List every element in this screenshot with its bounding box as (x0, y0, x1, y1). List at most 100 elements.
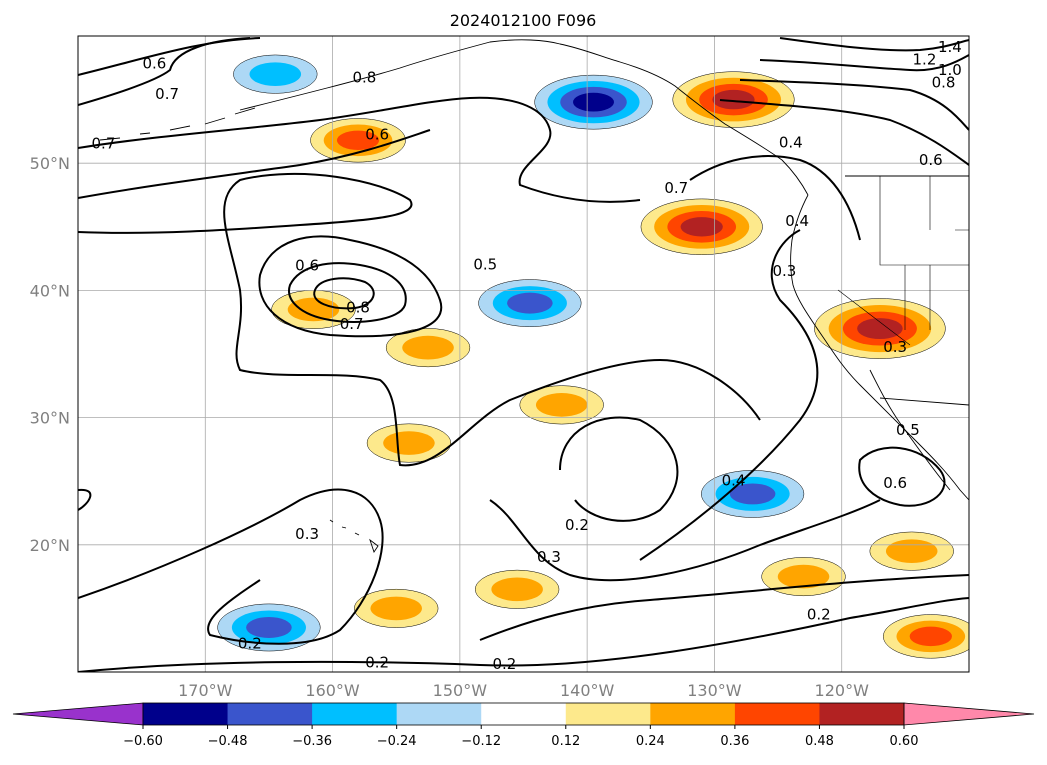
contour-0.8-east (719, 99, 969, 166)
colorbar-bin (481, 703, 567, 725)
contour-0.4-east (639, 229, 819, 561)
contour-label: 0.3 (295, 525, 319, 543)
contour-label: 0.6 (295, 257, 319, 275)
hawaii (329, 519, 379, 554)
contour-label: 0.2 (807, 605, 831, 623)
contour-label: 0.7 (664, 179, 688, 197)
contour-label: 0.4 (785, 212, 809, 230)
contour-label: 0.5 (896, 421, 920, 439)
anomaly-blob (217, 603, 321, 652)
anomaly-blob (814, 298, 946, 359)
colorbar-bin (396, 703, 482, 725)
anomaly-blob (475, 569, 560, 609)
contour-0.6-aleutian (78, 129, 431, 199)
colorbar-tick-label: −0.60 (123, 734, 163, 749)
colorbar-tick-label: −0.12 (461, 734, 501, 749)
aleutian-islands (99, 107, 256, 141)
contour-label: 0.2 (238, 635, 262, 653)
anomaly-shell (573, 92, 614, 112)
colorbar-bin (227, 703, 313, 725)
mexico-border (879, 397, 969, 406)
anomaly-shell (246, 617, 292, 638)
anomaly-shell (370, 596, 422, 621)
contour-label: 0.2 (565, 516, 589, 534)
contour-label: 0.8 (932, 74, 956, 92)
contour-0.2-south-2 (479, 574, 969, 641)
anomaly-shell (383, 431, 435, 455)
baja-california (869, 369, 951, 491)
anomaly-shell (249, 62, 302, 86)
lon-tick-label: 140°W (560, 681, 615, 700)
lon-tick-label: 170°W (178, 681, 233, 700)
us-state-lines (837, 176, 969, 346)
anomaly-blob (385, 328, 471, 368)
anomaly-shell (507, 292, 553, 314)
lat-tick-label: 50°N (30, 154, 70, 173)
contour-label: 0.3 (883, 338, 907, 356)
anomaly-shell (885, 539, 938, 563)
colorbar-tick-label: 0.48 (805, 734, 834, 749)
contour-label: 0.4 (722, 472, 746, 490)
contour-1.2 (759, 54, 969, 72)
anomaly-shell (402, 335, 454, 360)
contour-label: 0.7 (92, 135, 116, 153)
contour-1.0 (739, 79, 969, 131)
contour-0.5 (78, 172, 761, 467)
contour-0.5-east (689, 155, 861, 241)
colorbar-bin (143, 703, 229, 725)
anomaly-blob (534, 74, 653, 130)
colorbar-bin (819, 703, 905, 725)
contour-0.2-west (78, 488, 92, 511)
anomaly-shell (336, 130, 380, 151)
anomaly-blob (640, 198, 763, 255)
lon-tick-label: 160°W (305, 681, 360, 700)
contour-label: 0.6 (883, 474, 907, 492)
lon-tick-label: 130°W (687, 681, 742, 700)
contour-label: 0.6 (365, 126, 389, 144)
alaska-coastline (239, 39, 809, 196)
anomaly-shell (491, 577, 543, 602)
contour-label: 0.3 (773, 262, 797, 280)
contour-label-layer: 1.41.21.00.80.60.70.80.7 0.60.70.40.60.40… (92, 38, 962, 673)
contour-label: 0.8 (352, 68, 376, 86)
colorbar-extend-low (12, 702, 144, 726)
contour-label: 0.4 (779, 133, 803, 151)
contour-0.2-south (78, 597, 969, 672)
colorbar-bin (650, 703, 736, 725)
colorbar-tick-label: 0.60 (890, 734, 919, 749)
colorbar-frame (142, 702, 905, 726)
north-america-west-coast (790, 194, 969, 501)
anomaly-blob (478, 279, 582, 327)
coastlines (99, 39, 969, 554)
anomaly-blob (869, 531, 954, 571)
contour-0.7-north (78, 37, 251, 106)
anomaly-blob (354, 588, 439, 628)
contour-label: 0.8 (346, 299, 370, 317)
colorbar-bin (312, 703, 398, 725)
colorbar-tick-label: 0.12 (551, 734, 580, 749)
anomaly-blob (519, 385, 604, 425)
lon-tick-label: 150°W (433, 681, 488, 700)
lon-tick-label: 120°W (815, 681, 870, 700)
contour-0.3-south (78, 488, 384, 645)
contour-label: 0.7 (340, 315, 364, 333)
anomaly-shell (729, 483, 776, 505)
anomaly-shell (287, 297, 340, 322)
contour-label: 0.7 (155, 85, 179, 103)
contour-0.3-center (489, 499, 881, 582)
chart-title: 2024012100 F096 (450, 11, 597, 30)
map-frame (77, 35, 970, 673)
anomaly-blob (883, 614, 969, 659)
anomaly-shell (857, 318, 903, 340)
anomaly-shell (680, 217, 723, 237)
anomaly-shell (712, 89, 755, 110)
colorbar-bin (734, 703, 820, 725)
contour-0.7-low (288, 262, 407, 323)
axis-labels: 20°N 30°N 40°N 50°N 170°W 160°W 150°W 140°W 130°… (30, 154, 869, 700)
contour-label: 1.0 (938, 61, 962, 79)
contour-0.8-low (313, 277, 375, 310)
contour-label: 0.6 (142, 54, 166, 72)
contour-label: 0.2 (492, 655, 516, 673)
contour-label: 1.2 (913, 51, 937, 69)
